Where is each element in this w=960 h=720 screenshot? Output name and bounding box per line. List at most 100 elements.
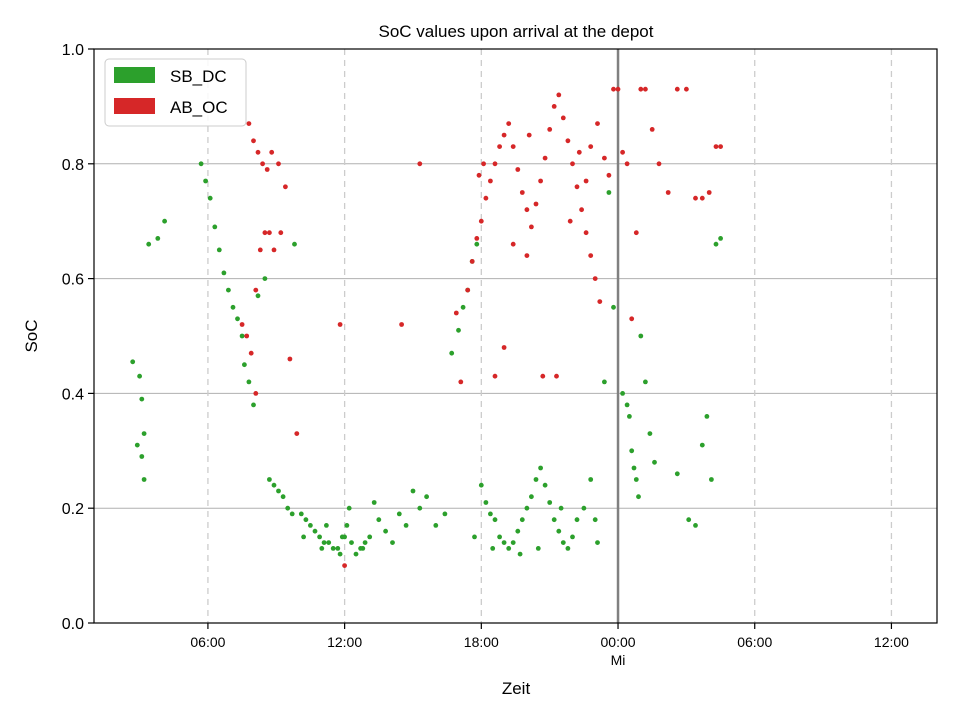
y-tick-label: 1.0 [62, 42, 84, 59]
data-point [567, 218, 573, 224]
data-point [624, 402, 630, 408]
data-point [141, 477, 147, 482]
data-point [264, 167, 270, 172]
data-point [335, 546, 341, 551]
data-point [271, 247, 277, 253]
data-point [501, 540, 507, 545]
x-axis-label: Zeit [502, 679, 531, 698]
data-point [693, 523, 698, 528]
data-point [239, 333, 245, 339]
data-point [540, 373, 546, 379]
legend-label-ab-oc: AB_OC [170, 98, 228, 117]
data-point [529, 224, 534, 230]
data-point [376, 517, 382, 523]
data-point [629, 316, 635, 322]
data-point [492, 161, 498, 167]
data-point [597, 299, 603, 304]
data-point [478, 482, 484, 488]
data-point [319, 546, 325, 551]
data-point [362, 540, 368, 545]
data-point [349, 540, 354, 545]
y-tick-label: 0.4 [62, 386, 84, 403]
legend-swatch-sb-dc [114, 67, 155, 83]
data-point [524, 505, 530, 511]
data-point [371, 500, 377, 505]
data-point [554, 373, 559, 379]
data-point [602, 379, 607, 385]
data-point [506, 121, 512, 126]
data-point [312, 528, 318, 534]
data-point [506, 546, 512, 551]
data-point [303, 517, 309, 523]
data-point [497, 534, 502, 540]
grid-layer [94, 49, 937, 623]
data-point [198, 161, 204, 167]
data-point [346, 505, 352, 511]
data-point [342, 534, 347, 540]
data-point [595, 540, 600, 545]
data-point [674, 471, 680, 477]
data-point [162, 218, 168, 224]
data-point [216, 247, 222, 253]
data-point [624, 161, 630, 167]
data-point [606, 172, 612, 178]
data-point [620, 391, 625, 396]
data-point [533, 477, 539, 482]
data-point [271, 482, 277, 488]
data-point [308, 523, 313, 528]
data-point [699, 195, 705, 201]
data-point [515, 167, 521, 172]
points-layer [130, 86, 723, 568]
data-point [360, 546, 366, 551]
data-point [547, 126, 553, 132]
data-point [141, 431, 147, 436]
data-point [342, 563, 347, 568]
data-point [510, 241, 516, 247]
data-point [134, 442, 140, 448]
data-point [146, 241, 152, 247]
data-point [242, 362, 247, 368]
data-point [636, 494, 641, 500]
plot-frame [93, 48, 938, 624]
data-point [713, 144, 719, 150]
data-point [326, 540, 332, 545]
x-tick-label: 12:00 [327, 634, 362, 650]
data-point [474, 236, 480, 241]
data-point [588, 253, 594, 258]
data-point [403, 523, 409, 528]
data-point [665, 190, 671, 195]
data-point [709, 477, 714, 482]
data-point [631, 465, 637, 471]
data-point [472, 534, 477, 540]
data-point [611, 86, 616, 92]
data-point [255, 149, 261, 155]
data-point [330, 546, 336, 551]
data-point [574, 517, 580, 523]
data-point [501, 345, 507, 350]
data-point [611, 304, 616, 310]
data-point [442, 511, 448, 517]
data-point [469, 259, 475, 264]
data-point [301, 534, 306, 540]
legend-swatch-ab-oc [114, 98, 155, 114]
data-point [226, 287, 231, 293]
data-point [337, 551, 343, 557]
chart-title: SoC values upon arrival at the depot [378, 22, 653, 41]
data-point [481, 161, 486, 167]
data-point [294, 431, 300, 436]
data-point [517, 551, 523, 557]
x-tick-label: 06:00 [190, 634, 225, 650]
data-point [260, 161, 265, 167]
data-point [542, 482, 548, 488]
data-point [551, 104, 557, 109]
data-point [595, 121, 600, 126]
data-point [337, 322, 343, 327]
data-point [276, 161, 281, 167]
data-point [649, 126, 655, 132]
data-point [556, 92, 562, 98]
data-point [155, 236, 161, 241]
data-point [638, 86, 644, 92]
x-tick-label: 00:00 [601, 634, 636, 650]
x-tick-label: 12:00 [874, 634, 909, 650]
data-point [449, 350, 455, 356]
